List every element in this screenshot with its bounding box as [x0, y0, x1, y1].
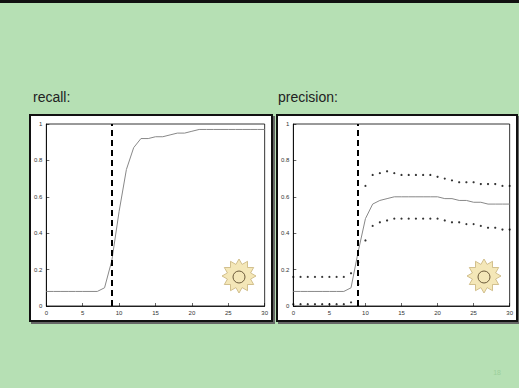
svg-text:5: 5: [81, 310, 85, 316]
svg-text:0.4: 0.4: [34, 230, 43, 236]
svg-text:0.4: 0.4: [281, 230, 290, 236]
svg-text:0.8: 0.8: [281, 157, 290, 163]
svg-text:25: 25: [225, 310, 232, 316]
svg-text:15: 15: [398, 310, 405, 316]
svg-text:25: 25: [470, 310, 477, 316]
svg-text:0.2: 0.2: [34, 267, 43, 273]
svg-text:1: 1: [39, 121, 43, 127]
svg-text:10: 10: [116, 310, 123, 316]
svg-text:0: 0: [292, 310, 296, 316]
svg-text:0.6: 0.6: [34, 194, 43, 200]
svg-text:10: 10: [362, 310, 369, 316]
html-text:recall:: recall:: [33, 89, 71, 105]
svg-text:0.8: 0.8: [34, 157, 43, 163]
html-text:precision:: precision:: [278, 89, 338, 105]
svg-text:20: 20: [434, 310, 441, 316]
svg-text:5: 5: [328, 310, 332, 316]
svg-text:15: 15: [152, 310, 159, 316]
svg-text:1: 1: [286, 121, 290, 127]
svg-text:20: 20: [189, 310, 196, 316]
html-text:18: 18: [493, 369, 501, 376]
svg-text:30: 30: [261, 310, 268, 316]
svg-text:0: 0: [39, 303, 43, 309]
svg-text:0.2: 0.2: [281, 267, 290, 273]
svg-text:0.6: 0.6: [281, 194, 290, 200]
svg-text:0: 0: [286, 303, 290, 309]
svg-text:0: 0: [45, 310, 49, 316]
svg-text:30: 30: [506, 310, 513, 316]
